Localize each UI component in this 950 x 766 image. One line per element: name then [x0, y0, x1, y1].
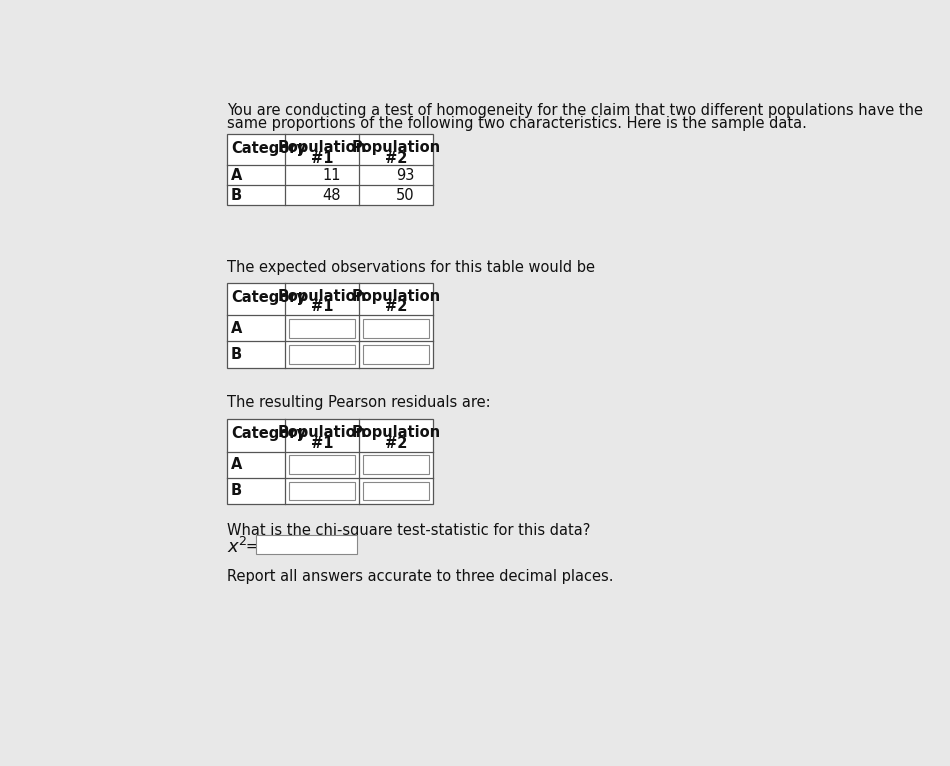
- Text: Population: Population: [277, 425, 367, 440]
- Text: Report all answers accurate to three decimal places.: Report all answers accurate to three dec…: [227, 569, 614, 584]
- Text: 11: 11: [322, 168, 341, 182]
- Text: B: B: [231, 347, 242, 362]
- Text: 48: 48: [322, 188, 341, 202]
- Text: $x^2$: $x^2$: [227, 537, 248, 557]
- Text: #2: #2: [385, 436, 407, 450]
- Text: What is the chi-square test-statistic for this data?: What is the chi-square test-statistic fo…: [227, 523, 591, 538]
- Bar: [363, 319, 428, 338]
- Text: Population: Population: [277, 289, 367, 304]
- Text: Population: Population: [352, 140, 441, 155]
- Text: 50: 50: [396, 188, 414, 202]
- Text: Category: Category: [231, 290, 306, 305]
- Bar: [289, 345, 355, 364]
- Bar: [363, 482, 428, 500]
- Text: The resulting Pearson residuals are:: The resulting Pearson residuals are:: [227, 395, 491, 411]
- Text: A: A: [231, 168, 242, 182]
- Text: same proportions of the following two characteristics. Here is the sample data.: same proportions of the following two ch…: [227, 116, 807, 131]
- Text: Population: Population: [352, 425, 441, 440]
- Text: Population: Population: [277, 140, 367, 155]
- Text: You are conducting a test of homogeneity for the claim that two different popula: You are conducting a test of homogeneity…: [227, 103, 923, 118]
- Text: B: B: [231, 188, 242, 202]
- Text: #2: #2: [385, 151, 407, 165]
- Text: #1: #1: [311, 436, 333, 450]
- Bar: [256, 535, 356, 554]
- Bar: [227, 419, 432, 504]
- Text: A: A: [231, 457, 242, 472]
- Text: A: A: [231, 321, 242, 336]
- Bar: [363, 345, 428, 364]
- Text: The expected observations for this table would be: The expected observations for this table…: [227, 260, 596, 275]
- Bar: [289, 455, 355, 474]
- Text: 93: 93: [396, 168, 414, 182]
- Text: =: =: [245, 538, 257, 554]
- Bar: [227, 134, 432, 205]
- Text: #2: #2: [385, 300, 407, 314]
- Text: Category: Category: [231, 141, 306, 155]
- Text: Population: Population: [352, 289, 441, 304]
- Bar: [289, 319, 355, 338]
- Bar: [227, 283, 432, 368]
- Text: Category: Category: [231, 427, 306, 441]
- Text: #1: #1: [311, 300, 333, 314]
- Text: #1: #1: [311, 151, 333, 165]
- Bar: [363, 455, 428, 474]
- Text: B: B: [231, 483, 242, 498]
- Bar: [289, 482, 355, 500]
